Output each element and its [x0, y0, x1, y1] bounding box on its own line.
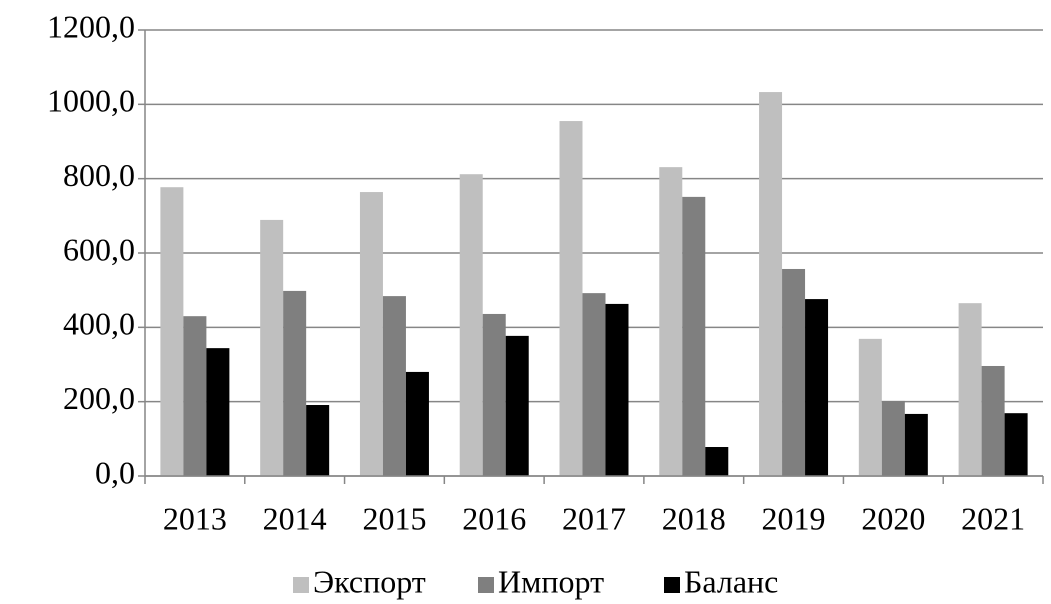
y-tick-label: 0,0: [95, 454, 135, 490]
x-tick-label: 2016: [462, 500, 526, 536]
bar: [605, 303, 629, 476]
x-tick-label: 2014: [263, 500, 327, 536]
bar: [459, 174, 483, 476]
bar: [405, 371, 429, 476]
bar: [682, 196, 706, 476]
bar: [260, 219, 284, 476]
y-tick-label: 600,0: [63, 231, 135, 267]
bar: [904, 413, 928, 476]
bar: [981, 365, 1005, 476]
bar: [206, 348, 230, 476]
bar: [482, 313, 506, 476]
bar: [382, 296, 406, 476]
x-tick-label: 2019: [762, 500, 826, 536]
bar: [160, 187, 184, 476]
y-tick-label: 1200,0: [47, 8, 135, 44]
bar: [858, 338, 882, 476]
x-tick-label: 2017: [562, 500, 626, 536]
legend-swatch: [664, 577, 680, 593]
y-tick-label: 800,0: [63, 157, 135, 193]
bar: [782, 268, 806, 476]
y-tick-label: 1000,0: [47, 83, 135, 119]
x-tick-label: 2015: [362, 500, 426, 536]
bar: [183, 316, 207, 476]
bar: [306, 405, 330, 476]
bar: [283, 290, 307, 476]
bar: [505, 335, 529, 476]
y-tick-label: 200,0: [63, 380, 135, 416]
x-tick-label: 2018: [662, 500, 726, 536]
x-tick-label: 2020: [861, 500, 925, 536]
bar: [759, 92, 783, 477]
legend-label: Экспорт: [313, 563, 426, 599]
legend-label: Баланс: [684, 563, 778, 599]
legend-label: Импорт: [498, 563, 604, 599]
bar: [1004, 413, 1028, 476]
bar: [958, 303, 982, 476]
bar: [705, 447, 729, 476]
x-tick-label: 2013: [163, 500, 227, 536]
bar: [881, 400, 905, 476]
legend-swatch: [293, 577, 309, 593]
bar: [582, 293, 606, 476]
bar: [359, 192, 383, 476]
bar: [659, 167, 683, 476]
legend-swatch: [478, 577, 494, 593]
bar: [559, 121, 583, 476]
x-tick-label: 2021: [961, 500, 1025, 536]
bar: [805, 299, 829, 476]
y-tick-label: 400,0: [63, 306, 135, 342]
